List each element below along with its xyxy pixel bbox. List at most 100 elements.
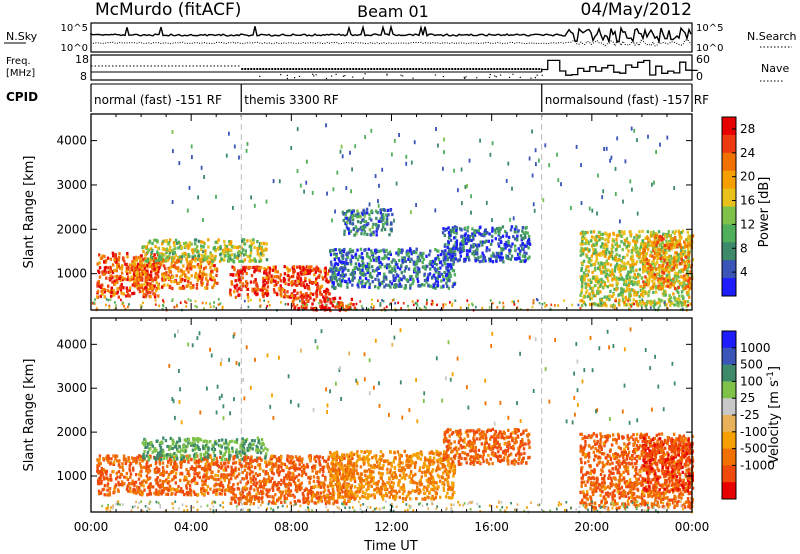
heatmap-cell xyxy=(599,297,602,301)
heatmap-cell xyxy=(401,249,404,253)
heatmap-cell xyxy=(654,238,657,243)
heatmap-cell xyxy=(254,268,257,272)
heatmap-cell xyxy=(491,141,494,146)
heatmap-cell xyxy=(425,302,428,306)
heatmap-cell xyxy=(228,253,232,257)
heatmap-cell xyxy=(109,473,112,477)
heatmap-cell xyxy=(200,165,203,170)
heatmap-cell xyxy=(472,250,475,254)
heatmap-cell xyxy=(149,277,152,281)
heatmap-cell xyxy=(672,237,675,241)
heatmap-cell xyxy=(538,158,540,163)
heatmap-cell xyxy=(437,267,440,271)
heatmap-cell xyxy=(326,290,330,294)
heatmap-cell xyxy=(339,282,343,286)
heatmap-cell xyxy=(171,256,174,260)
heatmap-cell xyxy=(225,473,228,477)
heatmap-cell xyxy=(601,249,605,254)
heatmap-cell xyxy=(151,286,154,290)
heatmap-cell xyxy=(511,242,514,246)
heatmap-cell xyxy=(105,303,107,307)
heatmap-cell xyxy=(589,239,593,243)
heatmap-cell xyxy=(640,293,643,297)
freq-tick-high: 18 xyxy=(75,53,89,66)
heatmap-cell xyxy=(459,306,462,309)
heatmap-cell xyxy=(353,306,357,310)
heatmap-cell xyxy=(97,489,101,493)
heatmap-cell xyxy=(329,269,332,273)
heatmap-cell xyxy=(136,265,139,269)
heatmap-cell xyxy=(100,289,103,293)
heatmap-cell xyxy=(267,274,271,278)
heatmap-cell xyxy=(120,298,122,302)
heatmap-cell xyxy=(680,275,683,279)
heatmap-cell xyxy=(141,441,144,445)
heatmap-cell xyxy=(416,280,420,284)
heatmap-cell xyxy=(191,478,194,483)
heatmap-cell xyxy=(603,295,606,299)
heatmap-cell xyxy=(149,286,152,290)
heatmap-cell xyxy=(505,256,508,260)
heatmap-cell xyxy=(197,461,200,465)
heatmap-cell xyxy=(217,238,220,242)
heatmap-cell xyxy=(658,243,661,247)
heatmap-cell xyxy=(460,228,463,232)
heatmap-cell xyxy=(229,241,232,246)
heatmap-cell xyxy=(200,244,203,248)
heatmap-cell xyxy=(341,257,344,261)
heatmap-cell xyxy=(407,267,411,271)
heatmap-cell xyxy=(658,286,661,290)
heatmap-cell xyxy=(364,276,368,281)
heatmap-cell xyxy=(382,299,385,303)
heatmap-cell xyxy=(124,457,127,461)
heatmap-cell xyxy=(156,491,160,495)
heatmap-cell xyxy=(139,273,143,277)
heatmap-cell xyxy=(643,264,647,268)
heatmap-cell xyxy=(610,247,613,251)
heatmap-cell xyxy=(580,268,583,272)
heatmap-cell xyxy=(534,148,537,153)
heatmap-cell xyxy=(161,247,165,251)
freq-dot xyxy=(494,75,496,77)
heatmap-cell xyxy=(173,256,176,260)
heatmap-cell xyxy=(645,252,648,256)
heatmap-cell xyxy=(660,238,663,242)
heatmap-cell xyxy=(469,244,473,248)
heatmap-cell xyxy=(659,277,662,281)
heatmap-cell xyxy=(274,270,277,274)
heatmap-cell xyxy=(177,485,180,489)
heatmap-cell xyxy=(159,472,162,476)
heatmap-cell xyxy=(642,243,645,247)
heatmap-cell xyxy=(162,473,165,477)
heatmap-cell xyxy=(365,207,369,211)
heatmap-cell xyxy=(604,252,608,256)
freq-dot xyxy=(331,75,333,77)
heatmap-cell xyxy=(660,282,663,286)
heatmap-cell xyxy=(614,297,618,301)
heatmap-cell xyxy=(674,286,677,291)
heatmap-cell xyxy=(664,265,668,269)
heatmap-cell xyxy=(623,303,626,307)
heatmap-cell xyxy=(324,303,327,306)
heatmap-cell xyxy=(459,248,462,252)
heatmap-cell xyxy=(237,293,240,297)
heatmap-cell xyxy=(415,251,418,255)
heatmap-cell xyxy=(410,160,413,165)
heatmap-cell xyxy=(354,213,357,217)
heatmap-cell xyxy=(641,300,645,304)
heatmap-cell xyxy=(429,267,432,271)
heatmap-cell xyxy=(221,438,224,442)
heatmap-cell xyxy=(141,283,144,287)
heatmap-cell xyxy=(177,266,180,270)
heatmap-cell xyxy=(219,259,222,263)
heatmap-cell xyxy=(134,480,138,484)
heatmap-cell xyxy=(239,453,243,457)
heatmap-cell xyxy=(387,257,390,261)
heatmap-cell xyxy=(674,235,677,240)
heatmap-cell xyxy=(145,263,148,267)
heatmap-cell xyxy=(418,254,421,258)
heatmap-cell xyxy=(635,293,638,297)
heatmap-cell xyxy=(187,276,191,280)
heatmap-cell xyxy=(641,294,645,298)
